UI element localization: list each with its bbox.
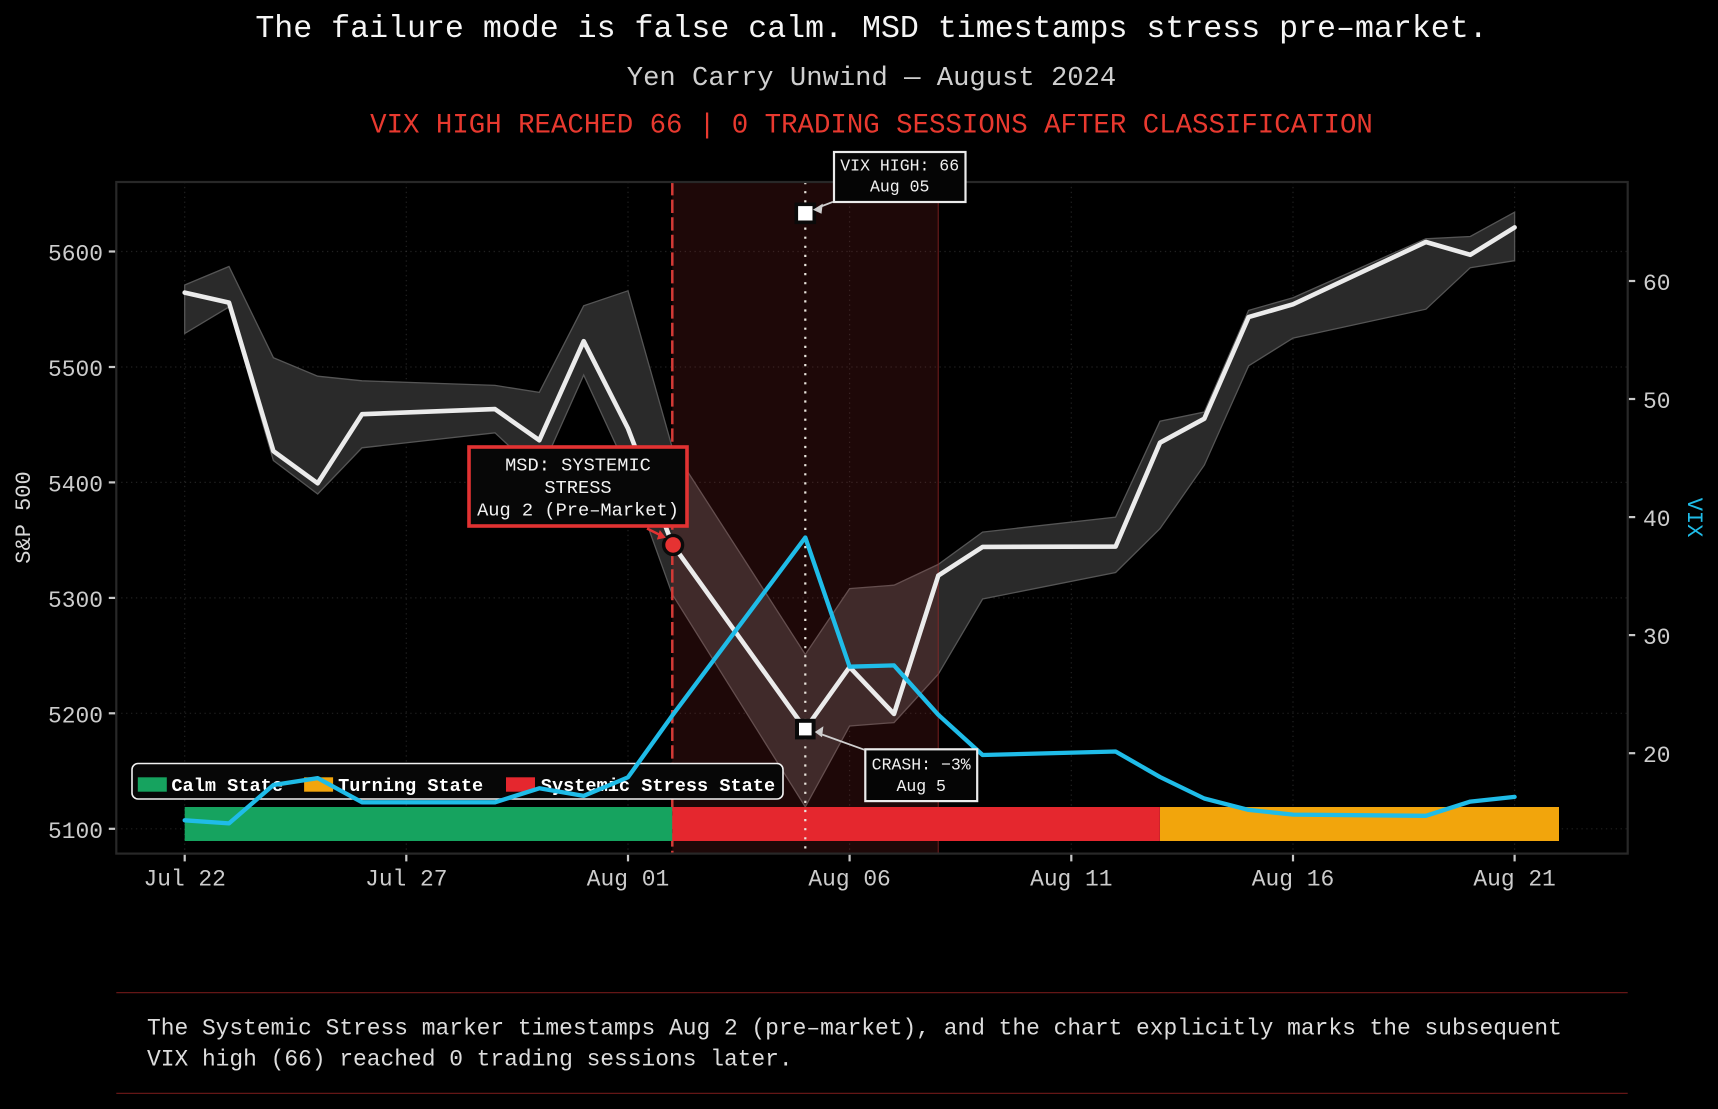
svg-text:Calm State: Calm State [171, 776, 283, 797]
svg-text:5300: 5300 [48, 588, 103, 614]
svg-text:Aug 05: Aug 05 [870, 178, 929, 197]
svg-text:The failure mode is false calm: The failure mode is false calm. MSD time… [255, 12, 1487, 47]
svg-text:40: 40 [1643, 507, 1670, 533]
svg-text:Aug 21: Aug 21 [1473, 867, 1555, 893]
svg-text:VIX high (66) reached 0 tradin: VIX high (66) reached 0 trading sessions… [147, 1047, 793, 1073]
svg-text:5500: 5500 [48, 357, 103, 383]
svg-text:20: 20 [1643, 743, 1670, 769]
svg-text:30: 30 [1643, 625, 1670, 651]
svg-text:Aug 5: Aug 5 [896, 777, 946, 796]
svg-text:VIX HIGH: 66: VIX HIGH: 66 [840, 156, 959, 175]
svg-text:MSD: SYSTEMIC: MSD: SYSTEMIC [505, 455, 651, 477]
svg-text:5200: 5200 [48, 703, 103, 729]
svg-text:Aug 06: Aug 06 [808, 867, 890, 893]
svg-text:5400: 5400 [48, 472, 103, 498]
svg-text:Aug 11: Aug 11 [1030, 867, 1112, 893]
svg-text:VIX: VIX [1681, 498, 1706, 538]
svg-text:Jul 27: Jul 27 [365, 867, 447, 893]
svg-text:VIX HIGH REACHED 66 | 0 TRADIN: VIX HIGH REACHED 66 | 0 TRADING SESSIONS… [370, 111, 1373, 142]
svg-text:Turning State: Turning State [338, 776, 483, 797]
svg-text:5100: 5100 [48, 819, 103, 845]
svg-text:Systemic Stress State: Systemic Stress State [541, 776, 775, 797]
svg-text:50: 50 [1643, 389, 1670, 415]
svg-text:5600: 5600 [48, 242, 103, 268]
svg-text:Jul 22: Jul 22 [143, 867, 225, 893]
svg-text:The Systemic Stress marker tim: The Systemic Stress marker timestamps Au… [147, 1016, 1562, 1042]
svg-text:60: 60 [1643, 271, 1670, 297]
svg-text:STRESS: STRESS [544, 477, 611, 499]
svg-text:Aug 01: Aug 01 [587, 867, 669, 893]
svg-text:CRASH: −3%: CRASH: −3% [872, 756, 971, 775]
svg-text:Yen Carry Unwind — August 2024: Yen Carry Unwind — August 2024 [627, 63, 1116, 94]
svg-text:Aug 16: Aug 16 [1252, 867, 1334, 893]
svg-text:S&P 500: S&P 500 [12, 471, 37, 563]
svg-text:Aug 2 (Pre–Market): Aug 2 (Pre–Market) [477, 500, 679, 522]
